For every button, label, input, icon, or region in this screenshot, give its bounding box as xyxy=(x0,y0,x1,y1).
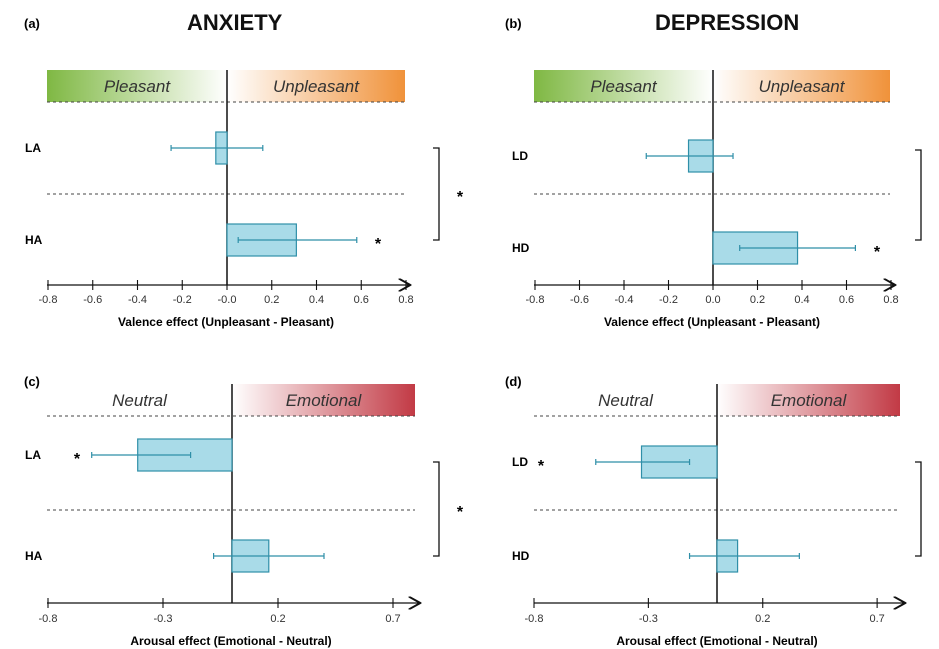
x-tick-label: 0.2 xyxy=(264,294,279,306)
group-label: LD xyxy=(512,149,528,163)
x-tick-label: 0.2 xyxy=(750,294,765,306)
x-tick-label: 0.2 xyxy=(755,613,770,625)
band-left xyxy=(47,384,232,416)
panel-label: (a) xyxy=(24,16,40,31)
chart-panel-c: (c) Neutral Emotional LA * HA * -0.8 -0.3 0.2 0.7 A… xyxy=(24,374,464,648)
x-tick-label: 0.6 xyxy=(354,294,369,306)
band-left-label: Pleasant xyxy=(104,77,171,96)
band-right xyxy=(713,70,890,102)
group-bracket xyxy=(915,461,922,557)
band-right-label: Unpleasant xyxy=(273,77,360,96)
x-tick-label: 0.7 xyxy=(385,613,400,625)
x-tick-label: 0.6 xyxy=(839,294,854,306)
x-tick-label: -0.3 xyxy=(639,613,658,625)
significance-marker: * xyxy=(538,458,545,475)
group-bracket xyxy=(915,149,922,241)
x-axis-label: Arousal effect (Emotional - Neutral) xyxy=(130,634,331,648)
group-label: HA xyxy=(25,549,43,563)
x-tick-label: 0.4 xyxy=(309,294,324,306)
group-label: HD xyxy=(512,241,530,255)
x-tick-label: 0.2 xyxy=(270,613,285,625)
band-left xyxy=(534,384,717,416)
x-tick-label: -0.8 xyxy=(525,613,544,625)
band-right-label: Emotional xyxy=(286,391,363,410)
panel-label: (d) xyxy=(505,374,522,389)
group-label: LD xyxy=(512,455,528,469)
band-right xyxy=(232,384,415,416)
band-left-label: Neutral xyxy=(112,391,168,410)
group-label: HA xyxy=(25,233,43,247)
band-left xyxy=(534,70,713,102)
band-left-label: Neutral xyxy=(598,391,654,410)
band-right xyxy=(717,384,900,416)
x-tick-label: -0.8 xyxy=(39,294,58,306)
group-label: LA xyxy=(25,448,41,462)
band-left-label: Pleasant xyxy=(590,77,657,96)
x-axis-label: Valence effect (Unpleasant - Pleasant) xyxy=(604,315,820,329)
chart-panel-d: (d) Neutral Emotional LD * HD -0.8 -0.3 0.2 0.7 Ar… xyxy=(505,374,922,648)
panel-label: (c) xyxy=(24,374,40,389)
panel-label: (b) xyxy=(505,16,522,31)
group-bracket xyxy=(433,461,440,557)
band-right-label: Unpleasant xyxy=(758,77,845,96)
group-significance-marker: * xyxy=(457,189,464,206)
group-bracket xyxy=(433,147,440,241)
chart-panel-b: (b) Pleasant Unpleasant LD HD * -0.8 -0.6 -0.4 -0… xyxy=(505,16,922,329)
title-depression: DEPRESSION xyxy=(655,10,800,35)
x-tick-label: -0.3 xyxy=(154,613,173,625)
x-tick-label: -0.2 xyxy=(173,294,192,306)
x-tick-label: 0.4 xyxy=(794,294,809,306)
x-tick-label: -0.8 xyxy=(526,294,545,306)
title-anxiety: ANXIETY xyxy=(187,10,283,35)
x-tick-label: -0.2 xyxy=(659,294,678,306)
x-tick-label: -0.6 xyxy=(83,294,102,306)
significance-marker: * xyxy=(874,244,881,261)
x-tick-label: -0.0 xyxy=(218,294,237,306)
band-left xyxy=(47,70,227,102)
group-significance-marker: * xyxy=(457,504,464,521)
x-tick-label: 0.8 xyxy=(398,294,413,306)
band-right xyxy=(227,70,405,102)
x-tick-label: -0.4 xyxy=(128,294,147,306)
x-tick-label: 0.7 xyxy=(869,613,884,625)
x-axis-label: Arousal effect (Emotional - Neutral) xyxy=(616,634,817,648)
group-label: LA xyxy=(25,141,41,155)
band-right-label: Emotional xyxy=(771,391,848,410)
group-label: HD xyxy=(512,549,530,563)
x-tick-label: -0.4 xyxy=(615,294,634,306)
x-tick-label: -0.6 xyxy=(570,294,589,306)
x-axis-label: Valence effect (Unpleasant - Pleasant) xyxy=(118,315,334,329)
x-tick-label: 0.8 xyxy=(883,294,898,306)
x-tick-label: -0.8 xyxy=(39,613,58,625)
chart-panel-a: (a) Pleasant Unpleasant LA HA * * -0.8 -0.6 -0.4 -… xyxy=(24,16,464,329)
x-tick-label: 0.0 xyxy=(705,294,720,306)
significance-marker: * xyxy=(74,451,81,468)
significance-marker: * xyxy=(375,236,382,253)
